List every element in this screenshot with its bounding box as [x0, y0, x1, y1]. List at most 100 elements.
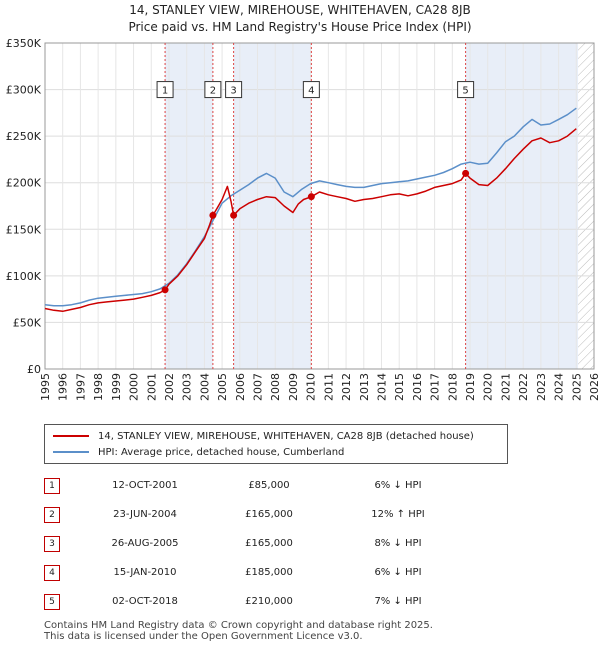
chart-title: 14, STANLEY VIEW, MIREHOUSE, WHITEHAVEN,…: [129, 3, 471, 17]
legend-item-property: 14, STANLEY VIEW, MIREHOUSE, WHITEHAVEN,…: [53, 428, 474, 444]
sales-row: 1 12-OCT-2001 £85,000 6% ↓ HPI: [44, 471, 458, 500]
sale-point: [209, 211, 217, 219]
sale-point: [161, 286, 169, 294]
footer-copyright: Contains HM Land Registry data © Crown c…: [44, 620, 433, 631]
sale-price: £210,000: [245, 596, 293, 607]
x-tick-label: 2000: [128, 373, 141, 401]
sale-point: [230, 211, 238, 219]
series-line: [44, 128, 577, 313]
sale-number: 4: [44, 558, 90, 587]
x-tick-label: 2008: [269, 373, 282, 401]
sale-number-box: 5: [44, 593, 60, 610]
x-tick-label: 2022: [517, 373, 530, 401]
sale-label-box: [225, 81, 243, 99]
legend-item-hpi: HPI: Average price, detached house, Cumb…: [53, 444, 344, 460]
x-tick-label: 2007: [252, 373, 265, 401]
legend-swatch-hpi: [53, 451, 89, 453]
x-tick-label: 1996: [57, 373, 70, 401]
x-tick-label: 2026: [588, 373, 600, 401]
sale-date: 23-JUN-2004: [113, 509, 177, 520]
x-tick-label: 2009: [287, 373, 300, 401]
price-chart: 1 2 3 4 5 £0 £50K £100K £150K £200K £250K £300K £350…: [6, 37, 600, 401]
sale-date: 15-JAN-2010: [113, 567, 177, 578]
legend-swatch-property: [53, 435, 89, 437]
sale-label-text: 1: [162, 86, 168, 97]
x-tick-label: 2023: [535, 373, 548, 401]
x-tick-label: 2001: [145, 373, 158, 401]
y-tick-label: £350K: [6, 37, 42, 50]
sales-table: 1 12-OCT-2001 £85,000 6% ↓ HPI 2 23-JUN-2004 £…: [44, 471, 458, 616]
sale-date: 02-OCT-2018: [112, 596, 178, 607]
series-line: [44, 107, 577, 307]
y-tick-label: £50K: [13, 316, 42, 329]
sale-label-text: 4: [308, 86, 314, 97]
plot-border: [44, 42, 595, 370]
forecast-region: [578, 43, 594, 369]
y-tick-label: £250K: [6, 130, 42, 143]
x-tick-label: 2004: [198, 373, 211, 401]
x-tick-label: 1999: [110, 373, 123, 401]
x-tick-label: 2013: [358, 373, 371, 401]
x-tick-label: 1997: [74, 373, 87, 401]
x-tick-label: 2021: [499, 373, 512, 401]
x-tick-label: 2025: [570, 373, 583, 401]
sale-band-spacer: [311, 43, 466, 369]
legend: 14, STANLEY VIEW, MIREHOUSE, WHITEHAVEN,…: [44, 424, 508, 464]
x-tick-label: 2015: [393, 373, 406, 401]
sale-number-box: 3: [44, 535, 60, 552]
sale-label-box: [302, 81, 320, 99]
sale-price: £165,000: [245, 509, 293, 520]
x-tick-label: 2020: [482, 373, 495, 401]
y-tick-label: £200K: [6, 177, 42, 190]
sale-hpi-delta: 7% ↓ HPI: [374, 596, 422, 607]
sales-row: 3 26-AUG-2005 £165,000 8% ↓ HPI: [44, 529, 458, 558]
sale-label-box: [204, 81, 222, 99]
sales-row: 5 02-OCT-2018 £210,000 7% ↓ HPI: [44, 587, 458, 616]
sale-number-box: 2: [44, 506, 60, 523]
sale-number: 3: [44, 529, 90, 558]
y-tick-label: £150K: [6, 223, 42, 236]
sale-label-box: [457, 81, 475, 99]
x-tick-label: 2017: [429, 373, 442, 401]
legend-label-property: 14, STANLEY VIEW, MIREHOUSE, WHITEHAVEN,…: [98, 430, 474, 442]
x-tick-label: 2011: [322, 373, 335, 401]
x-tick-label: 2002: [163, 373, 176, 401]
sales-row: 2 23-JUN-2004 £165,000 12% ↑ HPI: [44, 500, 458, 529]
x-tick-label: 2016: [411, 373, 424, 401]
x-tick-label: 1995: [39, 373, 52, 401]
y-tick-label: £100K: [6, 270, 42, 283]
sales-row: 4 15-JAN-2010 £185,000 6% ↓ HPI: [44, 558, 458, 587]
sale-hpi-delta: 12% ↑ HPI: [371, 509, 425, 520]
y-tick-label: £0: [27, 363, 41, 376]
sale-price: £85,000: [248, 480, 290, 491]
x-tick-label: 2012: [340, 373, 353, 401]
x-tick-label: 2019: [464, 373, 477, 401]
sale-label-text: 3: [230, 86, 236, 97]
sale-number-box: 1: [44, 477, 60, 494]
x-tick-label: 2024: [553, 373, 566, 401]
x-tick-label: 2003: [181, 373, 194, 401]
sale-number: 1: [44, 471, 90, 500]
sale-price: £165,000: [245, 538, 293, 549]
x-tick-label: 2010: [305, 373, 318, 401]
footer-license: This data is licensed under the Open Gov…: [44, 631, 363, 642]
x-tick-label: 2014: [375, 373, 388, 401]
x-tick-label: 1998: [92, 373, 105, 401]
sale-number-box: 4: [44, 564, 60, 581]
sale-hpi-delta: 6% ↓ HPI: [374, 567, 422, 578]
sale-label-box: [156, 81, 174, 99]
sale-number: 5: [44, 587, 90, 616]
x-tick-label: 2018: [446, 373, 459, 401]
sale-hpi-delta: 8% ↓ HPI: [374, 538, 422, 549]
footer: Contains HM Land Registry data © Crown c…: [44, 620, 433, 642]
chart-subtitle: Price paid vs. HM Land Registry's House …: [128, 20, 472, 34]
sale-band-spacer: [212, 43, 234, 369]
ownership-band: [465, 43, 579, 369]
ownership-band: [233, 43, 312, 369]
sale-price: £185,000: [245, 567, 293, 578]
x-tick-label: 2006: [234, 373, 247, 401]
legend-label-hpi: HPI: Average price, detached house, Cumb…: [98, 446, 345, 458]
sale-point: [307, 193, 315, 201]
sale-label-text: 5: [462, 86, 468, 97]
x-tick-label: 2005: [216, 373, 229, 401]
